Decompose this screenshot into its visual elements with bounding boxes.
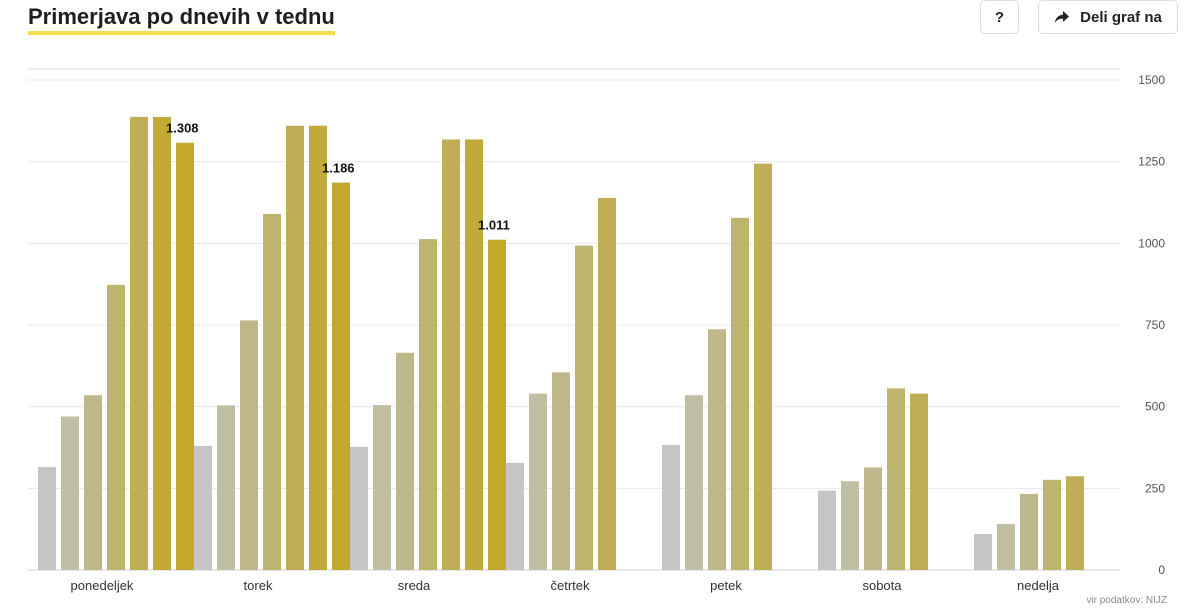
share-button-label: Deli graf na (1080, 8, 1162, 26)
bar (488, 239, 506, 571)
bar-data-label: 1.186 (322, 161, 355, 176)
bar (1020, 493, 1038, 570)
bar (194, 445, 212, 570)
bar (286, 125, 304, 570)
bar (529, 393, 547, 570)
bar (309, 125, 327, 570)
y-tick-label: 1250 (1138, 155, 1165, 169)
bar (332, 182, 350, 570)
bar (974, 534, 992, 570)
bar (708, 329, 726, 570)
bar (685, 395, 703, 570)
bar (107, 284, 125, 570)
y-tick-label: 1500 (1138, 73, 1165, 87)
bar (396, 352, 414, 570)
help-button[interactable]: ? (980, 0, 1019, 34)
y-tick-label: 0 (1158, 563, 1165, 577)
bar (442, 139, 460, 570)
bar (731, 217, 749, 570)
bar (419, 239, 437, 570)
bar (153, 116, 171, 570)
y-tick-label: 750 (1145, 318, 1165, 332)
bar (662, 444, 680, 570)
bar (575, 245, 593, 570)
bar (841, 481, 859, 570)
bar (552, 372, 570, 570)
share-button[interactable]: Deli graf na (1038, 0, 1178, 34)
bar (240, 320, 258, 570)
bar (263, 213, 281, 570)
bar (754, 163, 772, 571)
page-title: Primerjava po dnevih v tednu (28, 4, 335, 35)
bar (130, 116, 148, 570)
share-arrow-icon (1054, 10, 1070, 23)
bar (38, 467, 56, 570)
bar (217, 405, 235, 570)
bar (887, 388, 905, 570)
x-category-label: ponedeljek (71, 578, 134, 593)
y-tick-label: 1000 (1138, 236, 1165, 250)
bar (598, 197, 616, 570)
bar (910, 393, 928, 570)
x-category-label: sreda (398, 578, 431, 593)
bar (61, 416, 79, 570)
y-tick-label: 500 (1145, 400, 1165, 414)
bar (1043, 479, 1061, 570)
x-category-label: torek (244, 578, 273, 593)
x-category-label: četrtek (550, 578, 590, 593)
data-source-label: vir podatkov: NIJZ (1086, 595, 1167, 606)
bar (997, 523, 1015, 570)
bar (506, 462, 524, 570)
bar (176, 142, 194, 570)
y-tick-label: 250 (1145, 481, 1165, 495)
bar (465, 139, 483, 570)
bar (864, 467, 882, 570)
bar (84, 395, 102, 570)
bar (373, 405, 391, 570)
bar-data-label: 1.011 (478, 218, 510, 233)
bar (818, 490, 836, 570)
bar (1066, 476, 1084, 570)
x-category-label: sobota (862, 578, 902, 593)
x-category-label: petek (710, 578, 742, 593)
bar-data-label: 1.308 (166, 121, 199, 136)
x-category-label: nedelja (1017, 578, 1060, 593)
bar (350, 446, 368, 570)
